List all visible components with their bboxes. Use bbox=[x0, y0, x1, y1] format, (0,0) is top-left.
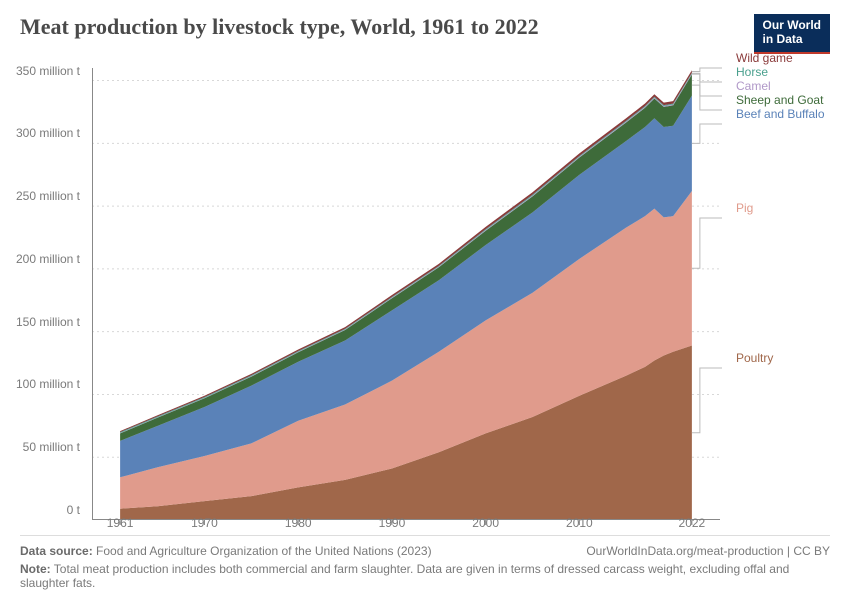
y-tick-label: 150 million t bbox=[16, 315, 80, 329]
chart-plot-area bbox=[92, 68, 720, 520]
logo-line1: Our World bbox=[763, 19, 821, 33]
legend-item-camel: Camel bbox=[724, 79, 771, 93]
x-tick-label: 2022 bbox=[679, 516, 706, 530]
chart-title: Meat production by livestock type, World… bbox=[20, 14, 539, 40]
y-tick-label: 200 million t bbox=[16, 252, 80, 266]
x-tick-label: 1990 bbox=[379, 516, 406, 530]
y-tick-label: 50 million t bbox=[23, 440, 80, 454]
y-tick-label: 0 t bbox=[67, 503, 80, 517]
x-tick-label: 1961 bbox=[107, 516, 134, 530]
footer-note: Note: Total meat production includes bot… bbox=[20, 562, 830, 590]
data-source: Data source: Food and Agriculture Organi… bbox=[20, 544, 432, 558]
y-tick-label: 100 million t bbox=[16, 377, 80, 391]
legend-item-poultry: Poultry bbox=[724, 351, 773, 365]
logo-line2: in Data bbox=[763, 33, 821, 47]
legend: Poultry Pig Beef and BuffaloSheep and Goat… bbox=[724, 58, 848, 510]
chart-footer: Data source: Food and Agriculture Organi… bbox=[20, 535, 830, 590]
x-tick-label: 2010 bbox=[566, 516, 593, 530]
y-tick-label: 350 million t bbox=[16, 64, 80, 78]
y-tick-label: 250 million t bbox=[16, 189, 80, 203]
y-tick-label: 300 million t bbox=[16, 126, 80, 140]
legend-item-horse: Horse bbox=[724, 65, 768, 79]
legend-item-pig: Pig bbox=[724, 201, 753, 215]
legend-item-beef-and-buffalo: Beef and Buffalo bbox=[724, 107, 825, 121]
area-chart-svg bbox=[92, 68, 724, 520]
y-axis: 0 t50 million t100 million t150 million … bbox=[0, 58, 88, 510]
attribution: OurWorldInData.org/meat-production | CC … bbox=[586, 544, 830, 558]
x-axis: 1961 1970 1980 1990 2000 2010 2022 bbox=[92, 510, 720, 530]
x-tick-label: 1970 bbox=[191, 516, 218, 530]
owid-logo: Our World in Data bbox=[754, 14, 830, 54]
x-tick-label: 1980 bbox=[285, 516, 312, 530]
x-tick-label: 2000 bbox=[472, 516, 499, 530]
legend-item-wild-game: Wild game bbox=[724, 51, 793, 65]
legend-item-sheep-and-goat: Sheep and Goat bbox=[724, 93, 823, 107]
